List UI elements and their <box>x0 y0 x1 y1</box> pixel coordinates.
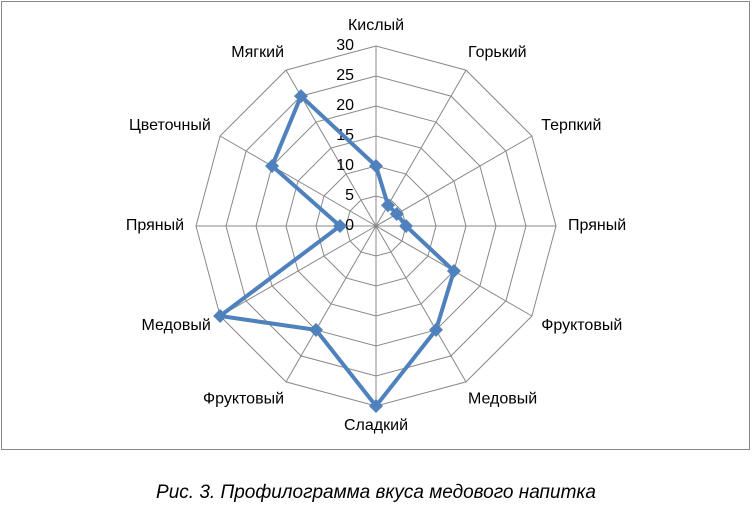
tick-label: 25 <box>336 67 354 84</box>
tick-label: 0 <box>345 217 354 234</box>
category-label: Пряный <box>568 217 626 234</box>
axis-spoke <box>375 135 533 227</box>
data-marker <box>429 322 443 337</box>
tick-label: 10 <box>336 157 354 174</box>
category-label: Пряный <box>126 217 184 234</box>
category-label: Кислый <box>348 17 404 34</box>
caption: Рис. 3. Профилограмма вкуса медового нап… <box>156 482 596 503</box>
data-marker <box>399 219 413 233</box>
category-label: Горький <box>468 44 527 61</box>
data-marker <box>294 89 308 104</box>
data-marker <box>369 159 383 173</box>
data-marker <box>265 159 280 173</box>
category-label: Терпкий <box>541 117 601 134</box>
category-label: Сладкий <box>344 417 408 434</box>
data-marker <box>389 207 404 221</box>
axis-spoke <box>375 69 467 227</box>
axis-spoke <box>219 225 377 317</box>
axis-spoke <box>375 225 467 383</box>
category-label: Медовый <box>142 317 211 334</box>
data-marker <box>333 219 347 233</box>
tick-label: 30 <box>336 37 354 54</box>
data-marker <box>381 198 395 213</box>
category-label: Фруктовый <box>203 390 284 407</box>
chart-frame <box>1 1 750 450</box>
tick-label: 5 <box>345 187 354 204</box>
category-label: Мягкий <box>231 44 284 61</box>
category-label: Фруктовый <box>541 317 622 334</box>
category-label: Медовый <box>468 390 537 407</box>
data-marker <box>369 399 383 413</box>
data-marker <box>446 264 461 278</box>
axis-spoke <box>285 225 377 383</box>
axis-spoke <box>219 135 377 227</box>
data-marker <box>309 322 323 337</box>
tick-label: 20 <box>336 97 354 114</box>
category-label: Цветочный <box>129 117 211 134</box>
data-marker <box>213 309 228 323</box>
